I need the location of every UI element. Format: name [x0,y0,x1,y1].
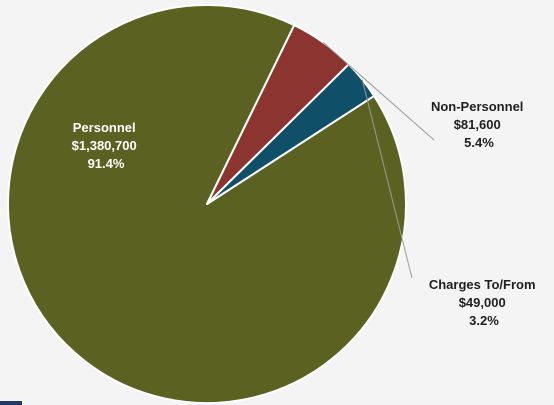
label-non-personnel-value: $81,600 [454,117,501,132]
leader-lines [322,42,435,279]
label-personnel: Personnel $1,380,700 91.4% [72,120,141,171]
slice-personnel [7,4,407,404]
corner-accent-bar [0,401,22,405]
label-charges-to-from: Charges To/From $49,000 3.2% [429,277,539,328]
svg-text:Charges To/From $49,00: Charges To/From $49,000 3.2% [429,277,539,328]
label-non-personnel: Non-Personnel $81,600 5.4% [431,99,527,150]
label-charges-percent: 3.2% [469,313,499,328]
label-charges-name: Charges To/From [429,277,536,292]
svg-text:Personnel $1,380,700: Personnel $1,380,700 91.4% [72,120,141,171]
svg-text:Non-Personnel $81,600: Non-Personnel $81,600 5.4% [431,99,527,150]
leader-line-non-personnel [322,42,435,141]
label-personnel-name: Personnel [73,120,136,135]
label-non-personnel-name: Non-Personnel [431,99,523,114]
label-non-personnel-percent: 5.4% [464,135,494,150]
label-personnel-percent: 91.4% [88,156,125,171]
slices-layer [7,4,407,404]
label-charges-value: $49,000 [459,295,506,310]
leader-line-charges-to-from [361,79,413,279]
label-personnel-value: $1,380,700 [72,138,137,153]
